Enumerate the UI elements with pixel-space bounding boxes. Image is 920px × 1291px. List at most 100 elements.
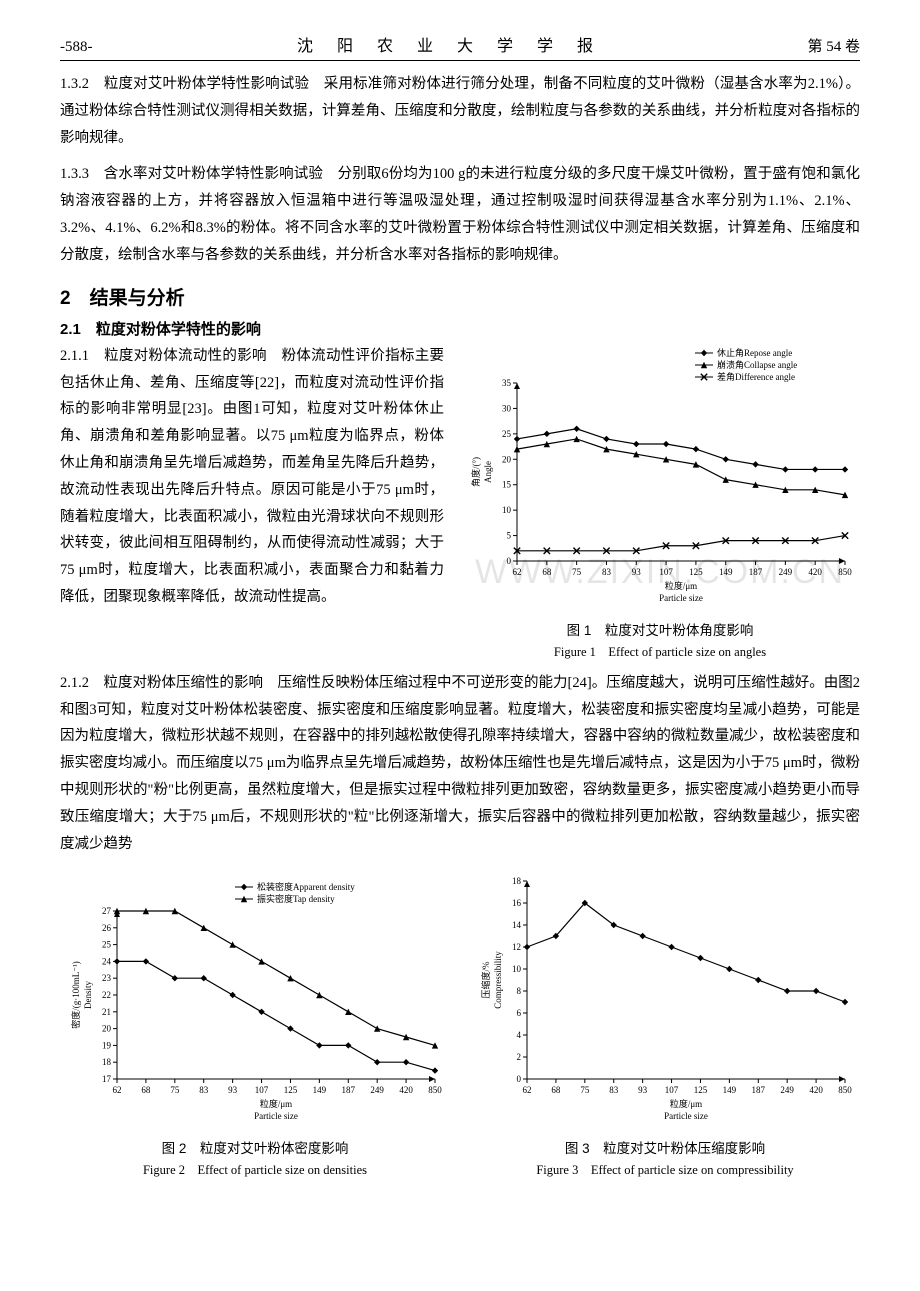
svg-text:20: 20 — [102, 1024, 112, 1034]
svg-text:93: 93 — [632, 567, 642, 577]
svg-text:68: 68 — [542, 567, 552, 577]
svg-text:密度/(g·100mL⁻¹): 密度/(g·100mL⁻¹) — [70, 962, 81, 1029]
svg-text:93: 93 — [228, 1085, 238, 1095]
svg-text:850: 850 — [428, 1085, 442, 1095]
svg-text:850: 850 — [838, 1085, 852, 1095]
svg-text:187: 187 — [342, 1085, 356, 1095]
svg-text:4: 4 — [517, 1030, 522, 1040]
svg-text:187: 187 — [749, 567, 763, 577]
svg-text:22: 22 — [102, 990, 111, 1000]
figure-1-container: 0 5 10 15 20 25 30 35 62 68 75 83 93 107 125 149 187 249 4… — [460, 343, 860, 613]
svg-text:25: 25 — [102, 940, 112, 950]
svg-text:12: 12 — [512, 942, 521, 952]
figure-1-caption-cn: 图 1 粒度对艾叶粉体角度影响 — [460, 619, 860, 639]
svg-text:75: 75 — [580, 1085, 590, 1095]
svg-text:62: 62 — [523, 1085, 532, 1095]
svg-text:125: 125 — [694, 1085, 708, 1095]
svg-text:25: 25 — [502, 429, 512, 439]
svg-text:10: 10 — [512, 964, 522, 974]
svg-text:420: 420 — [809, 1085, 823, 1095]
svg-text:17: 17 — [102, 1074, 112, 1084]
svg-text:83: 83 — [199, 1085, 209, 1095]
figure-3-caption-en: Figure 3 Effect of particle size on comp… — [470, 1159, 860, 1178]
svg-text:崩溃角Collapse angle: 崩溃角Collapse angle — [717, 359, 797, 370]
svg-text:420: 420 — [808, 567, 822, 577]
figure-3-chart: 0246810121416186268758393107125149187249… — [475, 871, 855, 1131]
svg-text:149: 149 — [719, 567, 733, 577]
svg-text:18: 18 — [512, 876, 522, 886]
paragraph-211: 2.1.1 粒度对粉体流动性的影响 粉体流动性评价指标主要包括休止角、差角、压缩… — [60, 343, 444, 611]
svg-text:角度/(°): 角度/(°) — [470, 457, 481, 487]
svg-text:Particle size: Particle size — [664, 1111, 708, 1121]
svg-text:249: 249 — [779, 567, 793, 577]
figure-2-caption-cn: 图 2 粒度对艾叶粉体密度影响 — [60, 1137, 450, 1157]
svg-text:62: 62 — [113, 1085, 122, 1095]
volume-number: 第 54 卷 — [807, 35, 860, 56]
svg-text:27: 27 — [102, 906, 112, 916]
svg-text:24: 24 — [102, 957, 112, 967]
page-header: -588- 沈 阳 农 业 大 学 学 报 第 54 卷 — [60, 30, 860, 61]
svg-text:16: 16 — [512, 898, 522, 908]
svg-text:26: 26 — [102, 923, 112, 933]
svg-text:107: 107 — [255, 1085, 269, 1095]
figure-2-chart: 1718192021222324252627626875839310712514… — [65, 871, 445, 1131]
svg-text:压缩度/%: 压缩度/% — [480, 961, 491, 999]
svg-text:93: 93 — [638, 1085, 648, 1095]
svg-text:20: 20 — [502, 454, 512, 464]
svg-text:2: 2 — [517, 1052, 522, 1062]
svg-text:14: 14 — [512, 920, 522, 930]
svg-text:振实密度Tap density: 振实密度Tap density — [257, 893, 335, 904]
svg-text:30: 30 — [502, 403, 512, 413]
page-number-left: -588- — [60, 39, 93, 56]
section-2-heading: 2 结果与分析 — [60, 283, 860, 310]
svg-text:差角Difference angle: 差角Difference angle — [717, 371, 795, 382]
svg-text:21: 21 — [102, 1007, 111, 1017]
section-2-1-heading: 2.1 粒度对粉体学特性的影响 — [60, 318, 860, 339]
svg-text:Angle: Angle — [483, 461, 493, 483]
svg-text:18: 18 — [102, 1058, 112, 1068]
svg-text:15: 15 — [502, 479, 512, 489]
figure-3-caption-cn: 图 3 粒度对艾叶粉体压缩度影响 — [470, 1137, 860, 1157]
svg-text:149: 149 — [313, 1085, 327, 1095]
svg-text:149: 149 — [723, 1085, 737, 1095]
svg-text:249: 249 — [780, 1085, 794, 1095]
svg-text:420: 420 — [399, 1085, 413, 1095]
svg-text:83: 83 — [609, 1085, 619, 1095]
svg-text:125: 125 — [689, 567, 703, 577]
svg-text:休止角Repose angle: 休止角Repose angle — [717, 347, 792, 358]
svg-text:松装密度Apparent density: 松装密度Apparent density — [257, 881, 355, 892]
svg-text:23: 23 — [102, 974, 112, 984]
figure-1-chart: 0 5 10 15 20 25 30 35 62 68 75 83 93 107 125 149 187 249 4… — [465, 343, 855, 613]
figure-1-caption-en: Figure 1 Effect of particle size on angl… — [460, 641, 860, 660]
svg-text:107: 107 — [659, 567, 673, 577]
svg-text:83: 83 — [602, 567, 612, 577]
svg-text:0: 0 — [507, 556, 512, 566]
svg-text:107: 107 — [665, 1085, 679, 1095]
svg-text:75: 75 — [572, 567, 582, 577]
figure-2-caption-en: Figure 2 Effect of particle size on dens… — [60, 1159, 450, 1178]
svg-text:62: 62 — [513, 567, 522, 577]
paragraph-132: 1.3.2 粒度对艾叶粉体学特性影响试验 采用标准筛对粉体进行筛分处理，制备不同… — [60, 71, 860, 151]
svg-text:68: 68 — [141, 1085, 151, 1095]
svg-text:Density: Density — [83, 981, 93, 1009]
paragraph-212: 2.1.2 粒度对粉体压缩性的影响 压缩性反映粉体压缩过程中不可逆形变的能力[2… — [60, 670, 860, 858]
svg-text:粒度/μm: 粒度/μm — [670, 1098, 702, 1109]
svg-text:249: 249 — [370, 1085, 384, 1095]
svg-text:10: 10 — [502, 505, 512, 515]
svg-text:0: 0 — [517, 1074, 522, 1084]
svg-text:Compressibility: Compressibility — [493, 951, 503, 1009]
svg-text:850: 850 — [838, 567, 852, 577]
svg-text:6: 6 — [517, 1008, 522, 1018]
paragraph-133: 1.3.3 含水率对艾叶粉体学特性影响试验 分别取6份均为100 g的未进行粒度… — [60, 161, 860, 268]
svg-text:5: 5 — [507, 530, 512, 540]
svg-text:68: 68 — [551, 1085, 561, 1095]
svg-text:19: 19 — [102, 1041, 112, 1051]
svg-text:8: 8 — [517, 986, 522, 996]
svg-text:粒度/μm: 粒度/μm — [665, 580, 697, 591]
svg-text:粒度/μm: 粒度/μm — [260, 1098, 292, 1109]
svg-text:Particle size: Particle size — [254, 1111, 298, 1121]
svg-text:35: 35 — [502, 378, 512, 388]
journal-title: 沈 阳 农 业 大 学 学 报 — [297, 32, 603, 56]
svg-text:187: 187 — [752, 1085, 766, 1095]
svg-text:75: 75 — [170, 1085, 180, 1095]
